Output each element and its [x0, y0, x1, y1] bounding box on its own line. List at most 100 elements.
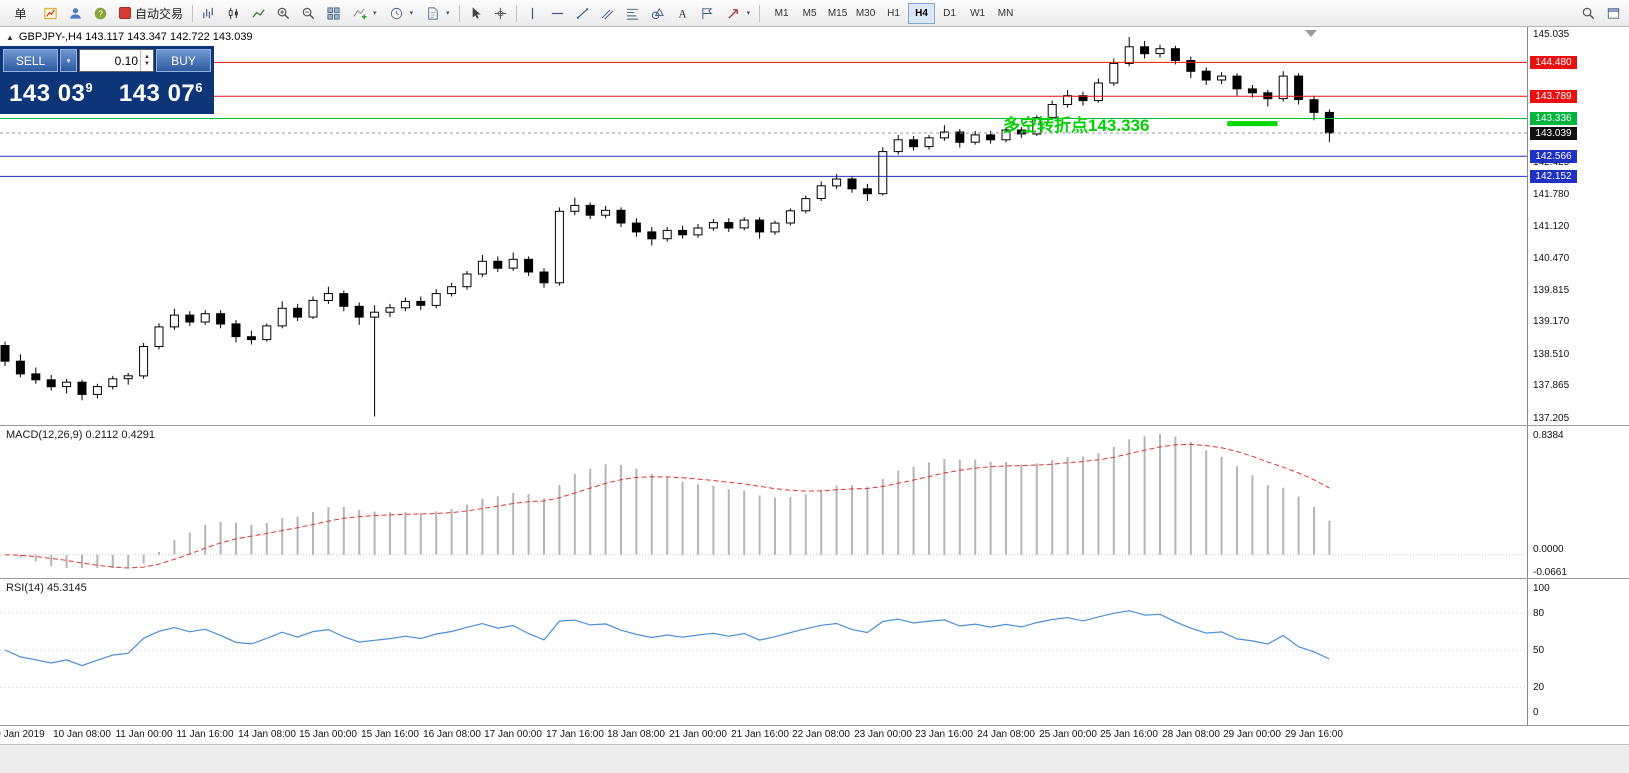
bar-chart-icon[interactable]: [196, 1, 221, 25]
sell-button[interactable]: SELL: [3, 49, 58, 72]
zoom-out-icon[interactable]: [296, 1, 321, 25]
new-chart-icon[interactable]: [38, 1, 63, 25]
fibonacci-tool-icon[interactable]: [620, 1, 645, 25]
indicators-dropdown[interactable]: ▾: [346, 1, 383, 25]
scale-label: 137.865: [1533, 380, 1570, 391]
timeframe-button-w1[interactable]: W1: [970, 7, 986, 19]
price-level-box: 143.039: [1530, 127, 1577, 140]
volume-input[interactable]: 0.10 ▲ ▼: [79, 49, 154, 72]
scale-label: 141.120: [1533, 221, 1570, 232]
rsi-chart: [0, 610, 1527, 688]
periods-dropdown[interactable]: ▾: [383, 1, 420, 25]
volume-down-icon[interactable]: ▼: [144, 60, 150, 67]
time-label: 23 Jan 00:00: [854, 729, 912, 740]
community-icon[interactable]: ?: [88, 1, 113, 25]
rsi-label: RSI(14) 45.3145: [6, 582, 87, 594]
rsi-panel[interactable]: RSI(14) 45.3145: [0, 579, 1527, 725]
autotrade-status-icon: [119, 7, 131, 19]
timeframe-button-d1[interactable]: D1: [943, 7, 956, 19]
tile-windows-icon[interactable]: [321, 1, 346, 25]
price-level-box: 142.152: [1530, 170, 1577, 183]
cursor-icon[interactable]: [463, 1, 488, 25]
macd-label: MACD(12,26,9) 0.2112 0.4291: [6, 429, 155, 441]
scale-label: 20: [1533, 682, 1545, 693]
buy-button[interactable]: BUY: [156, 49, 211, 72]
scale-label: -0.0661: [1533, 567, 1567, 578]
timeframe-button-m1[interactable]: M1: [774, 7, 789, 19]
window-bottom-strip: [0, 744, 1629, 773]
scale-label: 140.470: [1533, 253, 1570, 264]
autotrade-label: 自动交易: [135, 6, 184, 21]
toolbar-separator: [515, 4, 517, 22]
autotrade-button[interactable]: 自动交易: [113, 1, 189, 25]
time-label: 21 Jan 16:00: [731, 729, 789, 740]
timeframe-button-h1[interactable]: H1: [887, 7, 900, 19]
candlestick-chart: [0, 30, 1527, 417]
line-chart-icon[interactable]: [246, 1, 271, 25]
chart-header: ▲ GBPJPY-,H4 143.117 143.347 142.722 143…: [6, 31, 253, 43]
crosshair-icon[interactable]: [488, 1, 513, 25]
svg-text:?: ?: [98, 8, 103, 18]
timeframe-button-m5[interactable]: M5: [802, 7, 817, 19]
price-scale[interactable]: 145.035142.425141.780141.120140.470139.8…: [1527, 27, 1629, 726]
scale-label: 137.205: [1533, 413, 1570, 424]
channel-tool-icon[interactable]: [595, 1, 620, 25]
time-label: 22 Jan 08:00: [792, 729, 850, 740]
scale-label: 141.780: [1533, 189, 1570, 200]
new-order-label: 单: [14, 6, 27, 21]
templates-dropdown[interactable]: ▾: [419, 1, 456, 25]
timeframe-button-m30[interactable]: M30: [855, 7, 876, 19]
time-label: 24 Jan 08:00: [977, 729, 1035, 740]
horizontal-line-tool-icon[interactable]: [545, 1, 570, 25]
time-label: 9 Jan 2019: [0, 729, 45, 740]
chevron-down-icon: ▾: [409, 10, 414, 17]
pivot-annotation: 多空转折点143.336: [1003, 116, 1150, 135]
toolbar-separator: [458, 4, 460, 22]
candlestick-chart-icon[interactable]: [221, 1, 246, 25]
timeframe-button-h4[interactable]: H4: [908, 2, 936, 24]
ask-price-pip: 6: [195, 80, 203, 95]
chevron-down-icon: ▾: [746, 10, 751, 17]
time-axis[interactable]: 9 Jan 2019 10 Jan 08:00 11 Jan 00:00 11 Jan…: [0, 726, 1629, 744]
window-icon[interactable]: [1601, 1, 1626, 25]
svg-text:A: A: [678, 8, 687, 20]
time-label: 17 Jan 00:00: [484, 729, 542, 740]
chevron-down-icon: ▾: [446, 10, 450, 17]
time-label: 28 Jan 08:00: [1162, 729, 1220, 740]
indicators-icon: [353, 8, 367, 19]
scale-label: 100: [1533, 583, 1550, 594]
zoom-in-icon[interactable]: [271, 1, 296, 25]
scale-label: 0: [1533, 707, 1539, 718]
volume-value[interactable]: 0.10: [114, 53, 138, 68]
profiles-icon[interactable]: [63, 1, 88, 25]
arrows-tool-dropdown[interactable]: ▾: [720, 1, 757, 25]
timeframe-button-m15[interactable]: M15: [827, 7, 848, 19]
trade-options-dropdown[interactable]: ▾: [60, 49, 77, 72]
new-order-button[interactable]: 单: [3, 1, 38, 25]
time-label: 16 Jan 08:00: [423, 729, 481, 740]
panel-separator: [0, 725, 1629, 726]
toolbar-separator: [192, 4, 194, 22]
search-icon[interactable]: [1576, 1, 1601, 25]
time-label: 17 Jan 16:00: [546, 729, 604, 740]
panel-separator[interactable]: [0, 425, 1629, 426]
shapes-tool-icon[interactable]: [645, 1, 670, 25]
toolbar-separator: [759, 4, 761, 22]
macd-panel[interactable]: MACD(12,26,9) 0.2112 0.4291: [0, 426, 1527, 578]
ask-price-main: 143 07: [118, 80, 196, 107]
trendline-tool-icon[interactable]: [570, 1, 595, 25]
collapse-one-click-icon[interactable]: ▲: [6, 32, 14, 42]
price-level-box: 142.566: [1530, 150, 1577, 163]
timeframe-button-mn[interactable]: MN: [997, 7, 1014, 19]
volume-stepper[interactable]: ▲ ▼: [140, 50, 153, 71]
chart-window: ▲ GBPJPY-,H4 143.117 143.347 142.722 143…: [0, 27, 1629, 773]
main-chart-panel[interactable]: ▲ GBPJPY-,H4 143.117 143.347 142.722 143…: [0, 27, 1527, 425]
vertical-line-tool-icon[interactable]: [520, 1, 545, 25]
time-label: 29 Jan 16:00: [1285, 729, 1343, 740]
macd-chart: [0, 434, 1527, 569]
label-tool-icon[interactable]: [695, 1, 720, 25]
text-tool-icon[interactable]: A: [670, 1, 695, 25]
scale-label: 0.0000: [1533, 544, 1564, 555]
volume-up-icon[interactable]: ▲: [144, 53, 150, 60]
panel-separator[interactable]: [0, 578, 1629, 579]
